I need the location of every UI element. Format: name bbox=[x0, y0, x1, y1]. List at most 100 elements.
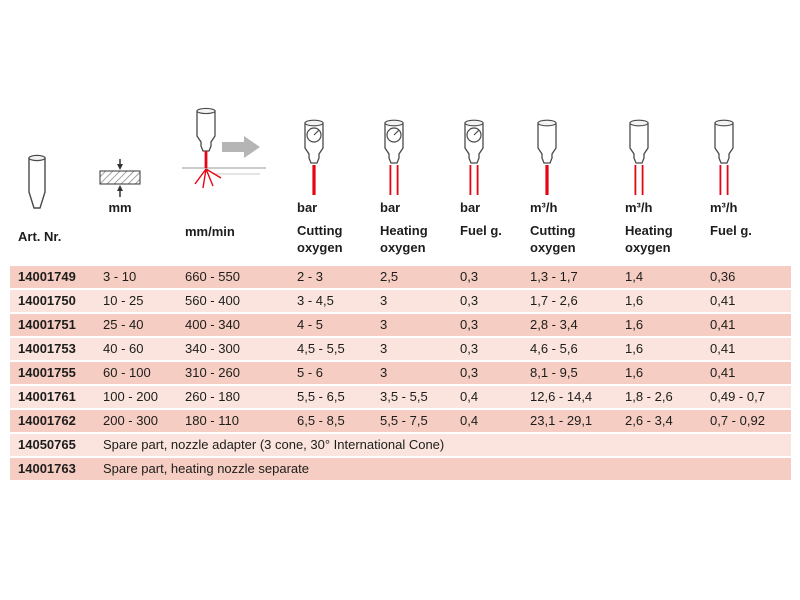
cell-m3h-fuel-gas: 0,41 bbox=[710, 317, 736, 332]
cell-bar-heating-oxygen: 3 bbox=[380, 293, 388, 308]
cell-m3h-fuel-gas: 0,49 - 0,7 bbox=[710, 389, 765, 404]
cell-thickness-mm: 60 - 100 bbox=[103, 365, 151, 380]
cell-bar-heating-oxygen: 5,5 - 7,5 bbox=[380, 413, 428, 428]
cell-speed-mm-min: 310 - 260 bbox=[185, 365, 240, 380]
cell-bar-heating-oxygen: 3,5 - 5,5 bbox=[380, 389, 428, 404]
cell-m3h-cutting-oxygen: 1,3 - 1,7 bbox=[530, 269, 578, 284]
article-number: 14001753 bbox=[18, 341, 76, 356]
cell-thickness-mm: 25 - 40 bbox=[103, 317, 144, 332]
cell-m3h-heating-oxygen: 1,8 - 2,6 bbox=[625, 389, 673, 404]
article-number: 14001751 bbox=[18, 317, 76, 332]
cell-bar-cutting-oxygen: 3 - 4,5 bbox=[297, 293, 334, 308]
table-row-spare-part: 14050765 Spare part, nozzle adapter (3 c… bbox=[10, 434, 791, 456]
cell-thickness-mm: 40 - 60 bbox=[103, 341, 144, 356]
column-header-heating-oxygen-m3h-line2: oxygen bbox=[625, 240, 671, 255]
cell-m3h-cutting-oxygen: 8,1 - 9,5 bbox=[530, 365, 578, 380]
column-header-cutting-oxygen-m3h: Cutting bbox=[530, 223, 576, 238]
table-row: 14001753 40 - 60 340 - 300 4,5 - 5,5 3 0… bbox=[10, 338, 791, 360]
column-header-mm-min: mm/min bbox=[185, 224, 235, 239]
article-number: 14001750 bbox=[18, 293, 76, 308]
cell-m3h-heating-oxygen: 1,6 bbox=[625, 341, 644, 356]
column-header-heating-oxygen-bar-line2: oxygen bbox=[380, 240, 426, 255]
cell-bar-fuel-gas: 0,4 bbox=[460, 389, 479, 404]
cell-thickness-mm: 3 - 10 bbox=[103, 269, 137, 284]
cell-m3h-heating-oxygen: 2,6 - 3,4 bbox=[625, 413, 673, 428]
column-header-cutting-oxygen-bar-line2: oxygen bbox=[297, 240, 343, 255]
cell-m3h-cutting-oxygen: 2,8 - 3,4 bbox=[530, 317, 578, 332]
cell-m3h-heating-oxygen: 1,6 bbox=[625, 317, 644, 332]
article-number: 14050765 bbox=[18, 437, 76, 452]
nozzle-icon bbox=[22, 152, 52, 221]
cell-speed-mm-min: 400 - 340 bbox=[185, 317, 240, 332]
article-number: 14001749 bbox=[18, 269, 76, 284]
article-number: 14001762 bbox=[18, 413, 76, 428]
cell-bar-cutting-oxygen: 5,5 - 6,5 bbox=[297, 389, 345, 404]
cell-bar-cutting-oxygen: 4,5 - 5,5 bbox=[297, 341, 345, 356]
column-header-cutting-oxygen-bar: Cutting bbox=[297, 223, 343, 238]
article-number: 14001763 bbox=[18, 461, 76, 476]
pressure-gauge-nozzle-icon-cutting-oxygen bbox=[298, 118, 330, 203]
cell-speed-mm-min: 340 - 300 bbox=[185, 341, 240, 356]
column-header-heating-oxygen-m3h: Heating bbox=[625, 223, 673, 238]
cell-speed-mm-min: 260 - 180 bbox=[185, 389, 240, 404]
cell-m3h-cutting-oxygen: 4,6 - 5,6 bbox=[530, 341, 578, 356]
cell-bar-cutting-oxygen: 6,5 - 8,5 bbox=[297, 413, 345, 428]
cell-bar-fuel-gas: 0,3 bbox=[460, 365, 479, 380]
cell-thickness-mm: 200 - 300 bbox=[103, 413, 158, 428]
spare-part-description: Spare part, heating nozzle separate bbox=[103, 461, 309, 476]
flow-nozzle-icon-fuel-gas bbox=[708, 118, 740, 203]
cell-m3h-fuel-gas: 0,41 bbox=[710, 365, 736, 380]
unit-label-bar-cutting: bar bbox=[297, 200, 318, 215]
cell-m3h-heating-oxygen: 1,4 bbox=[625, 269, 644, 284]
pressure-gauge-nozzle-icon-fuel-gas bbox=[458, 118, 490, 203]
cell-bar-fuel-gas: 0,4 bbox=[460, 413, 479, 428]
column-header-mm: mm bbox=[108, 200, 132, 215]
column-header-cutting-oxygen-m3h-line2: oxygen bbox=[530, 240, 576, 255]
cell-bar-fuel-gas: 0,3 bbox=[460, 293, 479, 308]
flow-nozzle-icon-cutting-oxygen bbox=[531, 118, 563, 203]
material-thickness-icon bbox=[97, 158, 143, 203]
cell-bar-fuel-gas: 0,3 bbox=[460, 269, 479, 284]
cell-bar-cutting-oxygen: 4 - 5 bbox=[297, 317, 324, 332]
cell-thickness-mm: 10 - 25 bbox=[103, 293, 144, 308]
cell-bar-heating-oxygen: 2,5 bbox=[380, 269, 399, 284]
unit-label-bar-heating: bar bbox=[380, 200, 401, 215]
cell-m3h-heating-oxygen: 1,6 bbox=[625, 293, 644, 308]
cell-m3h-heating-oxygen: 1,6 bbox=[625, 365, 644, 380]
cell-speed-mm-min: 560 - 400 bbox=[185, 293, 240, 308]
column-header-heating-oxygen-bar: Heating bbox=[380, 223, 428, 238]
cell-m3h-cutting-oxygen: 12,6 - 14,4 bbox=[530, 389, 593, 404]
unit-label-m3h-fuel: m³/h bbox=[710, 200, 738, 215]
table-row: 14001755 60 - 100 310 - 260 5 - 6 3 0,3 … bbox=[10, 362, 791, 384]
cell-bar-cutting-oxygen: 5 - 6 bbox=[297, 365, 324, 380]
column-header-fuel-gas-m3h: Fuel g. bbox=[710, 223, 752, 238]
cell-m3h-cutting-oxygen: 1,7 - 2,6 bbox=[530, 293, 578, 308]
cell-m3h-cutting-oxygen: 23,1 - 29,1 bbox=[530, 413, 593, 428]
cell-bar-heating-oxygen: 3 bbox=[380, 317, 388, 332]
cell-bar-fuel-gas: 0,3 bbox=[460, 341, 479, 356]
table-row: 14001751 25 - 40 400 - 340 4 - 5 3 0,3 2… bbox=[10, 314, 791, 336]
cell-thickness-mm: 100 - 200 bbox=[103, 389, 158, 404]
table-row: 14001749 3 - 10 660 - 550 2 - 3 2,5 0,3 … bbox=[10, 266, 791, 288]
column-header-fuel-gas-bar: Fuel g. bbox=[460, 223, 502, 238]
spare-part-description: Spare part, nozzle adapter (3 cone, 30° … bbox=[103, 437, 445, 452]
cell-m3h-fuel-gas: 0,41 bbox=[710, 341, 736, 356]
article-number: 14001761 bbox=[18, 389, 76, 404]
cutting-speed-icon bbox=[180, 106, 268, 203]
cell-bar-cutting-oxygen: 2 - 3 bbox=[297, 269, 324, 284]
table-row: 14001762 200 - 300 180 - 110 6,5 - 8,5 5… bbox=[10, 410, 791, 432]
flow-nozzle-icon-heating-oxygen bbox=[623, 118, 655, 203]
table-row: 14001750 10 - 25 560 - 400 3 - 4,5 3 0,3… bbox=[10, 290, 791, 312]
cell-speed-mm-min: 660 - 550 bbox=[185, 269, 240, 284]
unit-label-m3h-heating: m³/h bbox=[625, 200, 653, 215]
unit-label-m3h-cutting: m³/h bbox=[530, 200, 558, 215]
cell-bar-heating-oxygen: 3 bbox=[380, 341, 388, 356]
cell-m3h-fuel-gas: 0,36 bbox=[710, 269, 736, 284]
table-row-spare-part: 14001763 Spare part, heating nozzle sepa… bbox=[10, 458, 791, 480]
column-header-art-nr: Art. Nr. bbox=[18, 229, 62, 244]
pressure-gauge-nozzle-icon-heating-oxygen bbox=[378, 118, 410, 203]
cell-bar-fuel-gas: 0,3 bbox=[460, 317, 479, 332]
cell-m3h-fuel-gas: 0,41 bbox=[710, 293, 736, 308]
cell-m3h-fuel-gas: 0,7 - 0,92 bbox=[710, 413, 765, 428]
